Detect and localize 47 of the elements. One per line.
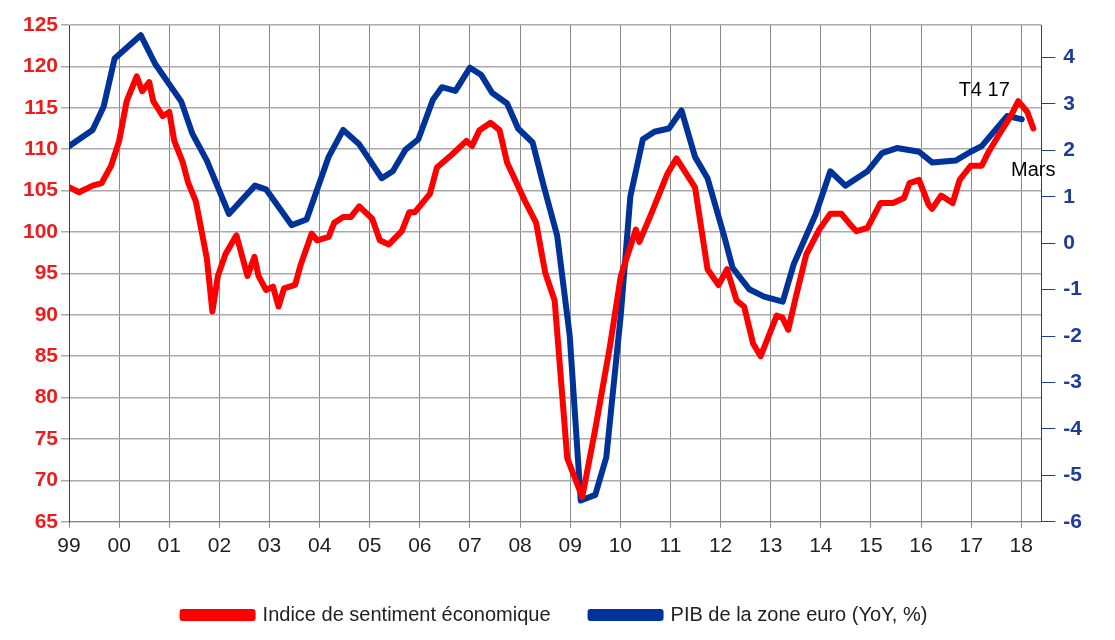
y-tick-label: 110 <box>24 136 59 159</box>
y2-tick-label: 1 <box>1063 183 1076 207</box>
y-tick-label: 120 <box>22 53 59 77</box>
legend-label: PIB de la zone euro (YoY, %) <box>670 602 928 625</box>
y-tick-label: 115 <box>24 94 59 118</box>
y2-tick-label: -1 <box>1063 276 1083 300</box>
y2-tick-label: -5 <box>1063 462 1083 486</box>
y2-tick-label: -3 <box>1063 369 1083 393</box>
y-tick-label: 100 <box>22 218 59 242</box>
x-tick-label: 12 <box>708 533 733 557</box>
y-tick-label: 125 <box>22 11 59 35</box>
y-tick-label: 70 <box>34 467 59 491</box>
y-tick-label: 65 <box>34 508 59 532</box>
x-tick-label: 99 <box>57 533 81 557</box>
legend-label: Indice de sentiment économique <box>262 602 551 625</box>
y-tick-label: 105 <box>22 177 59 201</box>
x-tick-label: 06 <box>408 533 432 557</box>
x-tick-label: 17 <box>959 533 983 557</box>
x-tick-label: 03 <box>257 533 282 557</box>
x-tick-label: 11 <box>659 533 682 557</box>
y-tick-label: 75 <box>34 425 59 449</box>
annotation: T4 17 <box>958 78 1010 101</box>
y2-tick-label: 2 <box>1063 137 1076 161</box>
x-tick-label: 04 <box>307 533 332 557</box>
y2-tick-label: 3 <box>1063 90 1076 114</box>
x-tick-label: 10 <box>608 533 633 557</box>
x-tick-label: 16 <box>909 533 933 557</box>
x-tick-label: 13 <box>759 533 783 557</box>
y-tick-label: 80 <box>34 384 59 408</box>
x-tick-label: 15 <box>859 533 883 557</box>
y-tick-label: 90 <box>34 301 59 325</box>
y-tick-label: 95 <box>34 260 59 284</box>
y2-tick-label: -4 <box>1063 415 1083 439</box>
y-tick-label: 85 <box>34 343 59 366</box>
x-tick-label: 08 <box>508 533 532 557</box>
x-tick-label: 01 <box>157 533 181 557</box>
x-tick-label: 09 <box>558 533 582 557</box>
y2-tick-label: -2 <box>1063 322 1083 346</box>
y2-tick-label: -6 <box>1063 508 1083 532</box>
x-tick-label: 00 <box>107 533 131 557</box>
x-tick-label: 07 <box>458 533 482 557</box>
y2-tick-label: 0 <box>1063 230 1076 254</box>
x-tick-label: 14 <box>809 533 833 557</box>
x-tick-label: 02 <box>207 533 232 557</box>
x-tick-label: 05 <box>358 533 382 557</box>
y2-tick-label: 4 <box>1063 44 1076 68</box>
x-tick-label: 18 <box>1009 533 1033 557</box>
